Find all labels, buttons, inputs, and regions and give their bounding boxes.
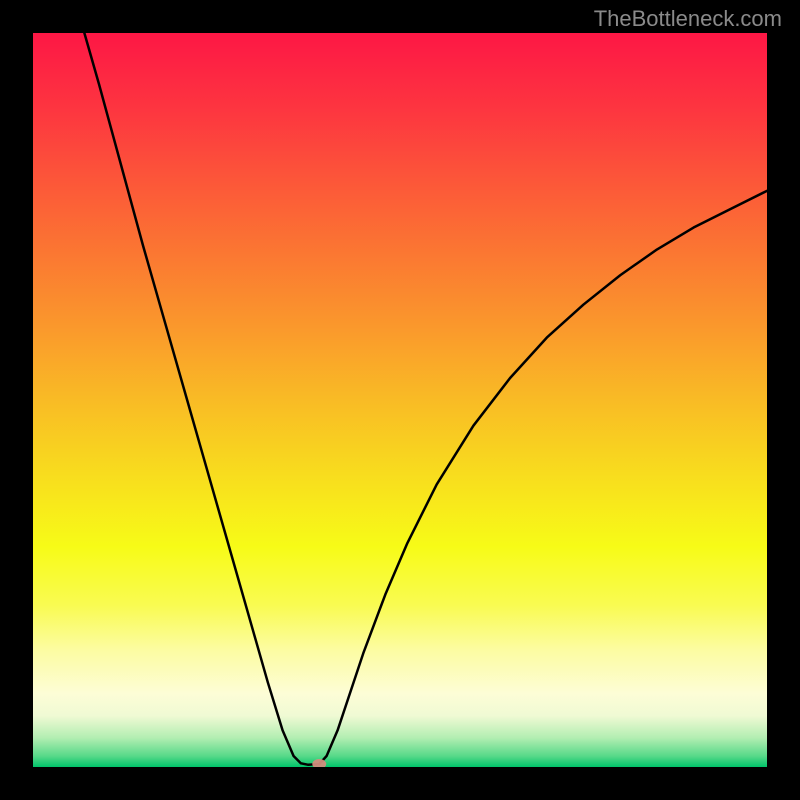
plot-area bbox=[33, 33, 767, 767]
plot-svg bbox=[33, 33, 767, 767]
watermark-text: TheBottleneck.com bbox=[594, 6, 782, 32]
gradient-background bbox=[33, 33, 767, 767]
chart-container: TheBottleneck.com bbox=[0, 0, 800, 800]
